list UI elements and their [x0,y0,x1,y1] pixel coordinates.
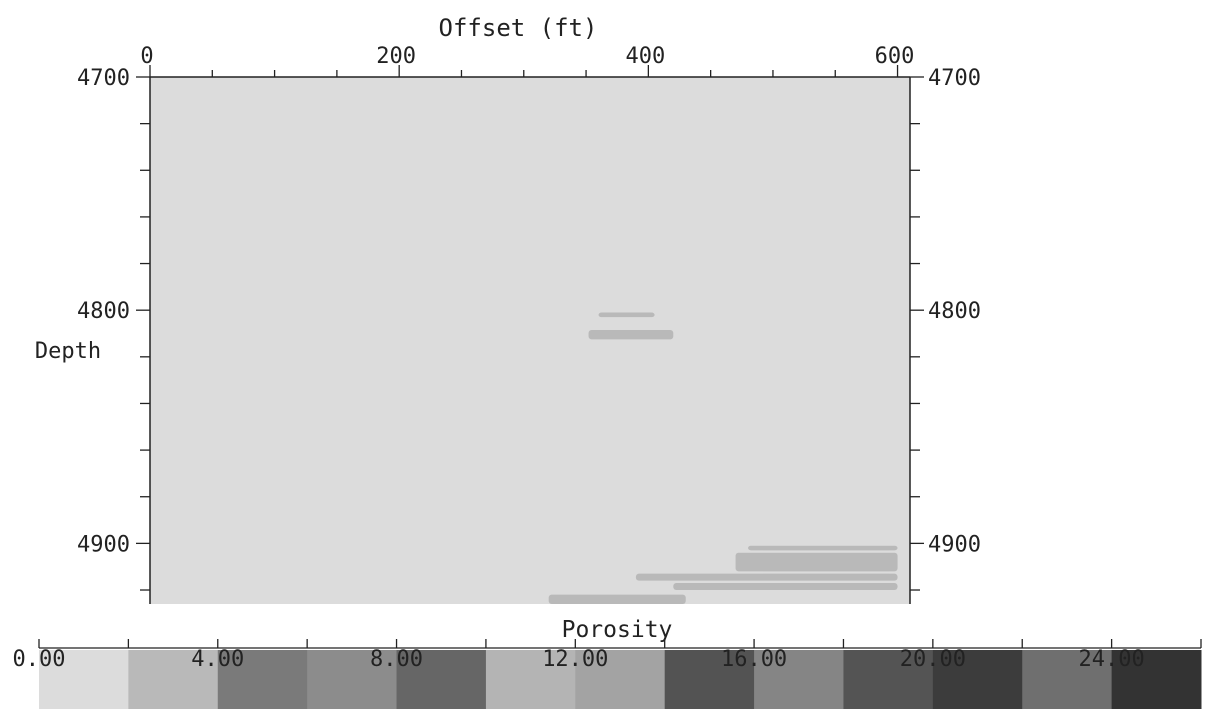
x-tick-label: 0 [140,44,153,69]
colorbar-tick-label: 4.00 [191,647,244,672]
x-axis-title: Offset (ft) [439,14,598,42]
colorbar-swatch-11 [1022,650,1113,709]
porosity-anomaly-1 [588,330,674,340]
colorbar-title: Porosity [562,617,673,643]
colorbar-swatch-7 [664,650,755,709]
colorbar-swatch-12 [1111,650,1202,709]
porosity-anomaly-7 [548,594,686,604]
colorbar-tick-label: 8.00 [370,647,423,672]
y-tick-label-left: 4700 [77,66,130,91]
colorbar-swatch-1 [128,650,219,709]
x-tick-label: 200 [376,44,416,69]
colorbar-swatch-10 [932,650,1023,709]
colorbar-swatch-8 [754,650,844,709]
x-tick-label: 600 [875,44,915,69]
y-tick-label-right: 4700 [928,66,981,91]
axes: 0 200 400 600 4700 4800 4900 4700 4800 4900 [77,44,981,604]
colorbar-swatch-3 [307,650,398,709]
colorbar-swatch-4 [396,650,487,709]
porosity-anomaly-3 [748,545,898,551]
y-tick-label-left: 4900 [77,532,130,557]
colorbar-swatch-9 [843,650,934,709]
y-axis-title: Depth [35,339,101,364]
porosity-anomaly-6 [673,583,898,591]
y-tick-label-right: 4800 [928,299,981,324]
x-tick-label: 400 [625,44,665,69]
colorbar-tick-label: 16.00 [721,647,787,672]
colorbar-tick-label: 12.00 [542,647,608,672]
colorbar: 0.00 4.00 8.00 12.00 16.00 20.00 24.00 [13,639,1202,709]
colorbar-swatch-2 [217,650,308,709]
porosity-anomaly-2 [598,312,655,318]
y-tick-label-right: 4900 [928,532,981,557]
colorbar-swatch-6 [575,650,666,709]
colorbar-tick-label: 0.00 [13,647,66,672]
heatmap-plot-area [150,77,910,604]
y-tick-label-left: 4800 [77,299,130,324]
porosity-anomalies [548,312,898,604]
colorbar-swatch-5 [485,650,576,709]
colorbar-swatch-0 [39,650,129,709]
colorbar-tick-label: 20.00 [900,647,966,672]
porosity-anomaly-4 [735,552,898,572]
colorbar-tick-label: 24.00 [1078,647,1144,672]
porosity-anomaly-5 [635,573,898,581]
